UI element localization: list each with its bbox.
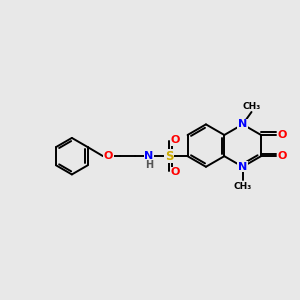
Text: CH₃: CH₃ xyxy=(243,102,261,111)
Text: S: S xyxy=(165,150,174,163)
Text: O: O xyxy=(170,135,180,145)
Text: O: O xyxy=(278,130,287,140)
Text: N: N xyxy=(238,162,247,172)
Text: O: O xyxy=(170,167,180,177)
Text: O: O xyxy=(278,151,287,161)
Text: H: H xyxy=(145,160,153,170)
Text: CH₃: CH₃ xyxy=(233,182,252,191)
Text: N: N xyxy=(238,119,247,129)
Text: N: N xyxy=(144,151,153,161)
Text: O: O xyxy=(104,151,113,161)
